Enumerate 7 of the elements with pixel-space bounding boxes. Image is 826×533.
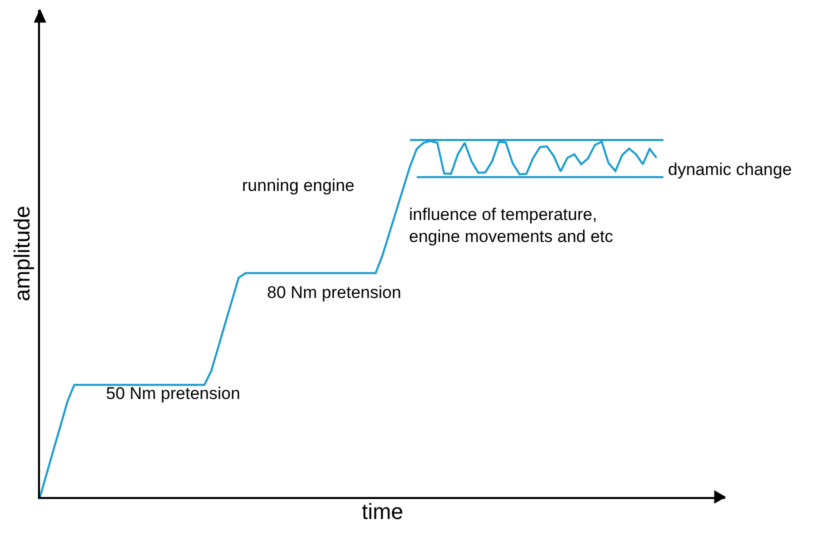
y-axis-title: amplitude bbox=[9, 206, 34, 302]
x-axis-title: time bbox=[362, 499, 404, 524]
annotation: 80 Nm pretension bbox=[267, 283, 402, 302]
annotation: running engine bbox=[242, 176, 354, 195]
annotation: 50 Nm pretension bbox=[106, 384, 240, 403]
annotation: dynamic change bbox=[668, 160, 792, 179]
annotation: influence of temperature, engine movements and etc bbox=[409, 205, 614, 246]
